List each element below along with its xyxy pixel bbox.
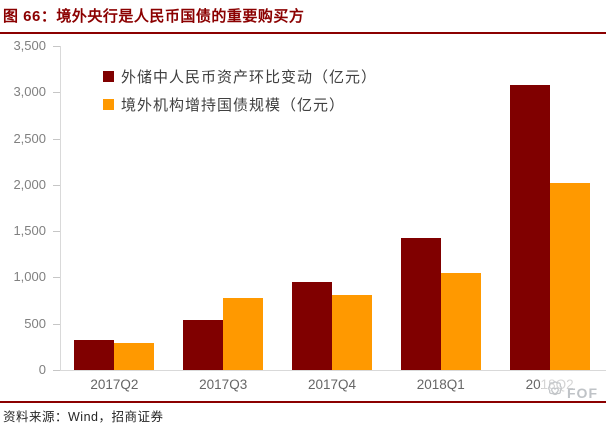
- series2-swatch-icon: [103, 98, 114, 110]
- x-axis-label: 2018Q1: [416, 377, 465, 392]
- y-tick: [53, 92, 60, 94]
- figure-title: 图 66：境外央行是人民币国债的重要购买方: [3, 8, 305, 25]
- x-axis-line: [60, 370, 606, 371]
- bar-2018Q2-series1: [509, 84, 550, 370]
- series2-label: 境外机构增持国债规模（亿元）: [121, 96, 346, 114]
- bar-2017Q3-series2: [223, 298, 264, 370]
- y-tick: [53, 323, 60, 325]
- fof-watermark: FOF: [542, 379, 600, 401]
- bar-2017Q3-series1: [183, 320, 224, 370]
- bar-2017Q4-series2: [332, 295, 372, 370]
- y-tick-label: 0: [38, 362, 46, 377]
- bar-2017Q4-series1: [292, 282, 332, 370]
- y-tick: [53, 277, 60, 279]
- y-tick-label: 500: [24, 315, 46, 331]
- y-tick-label: 2,000: [13, 176, 46, 192]
- bar-2017Q2-series2: [114, 343, 155, 370]
- x-axis-label: 2017Q2: [90, 377, 139, 392]
- y-tick-label: 1,500: [13, 223, 46, 239]
- y-tick: [53, 370, 60, 371]
- y-tick-label: 2,500: [13, 130, 46, 146]
- bar-chart: 外储中人民币资产环比变动（亿元） 境外机构增持国债规模（亿元） 0 500 1,00…: [0, 36, 606, 396]
- y-tick: [53, 46, 60, 47]
- x-axis-label: 2017Q3: [199, 377, 248, 392]
- series1-swatch-icon: [103, 70, 114, 82]
- legend-item-series2: 境外机构增持国债规模（亿元）: [103, 90, 377, 118]
- y-tick-label: 1,000: [13, 269, 46, 285]
- y-tick: [53, 231, 60, 233]
- source-note: 资料来源：Wind，招商证券: [3, 410, 164, 424]
- series1-label: 外储中人民币资产环比变动（亿元）: [121, 68, 378, 86]
- legend-item-series1: 外储中人民币资产环比变动（亿元）: [103, 62, 377, 90]
- bar-2018Q1-series2: [440, 272, 481, 370]
- bar-2018Q1-series1: [400, 238, 441, 370]
- y-tick-label: 3,500: [13, 38, 46, 53]
- footer-divider: [0, 401, 606, 403]
- y-tick: [53, 184, 60, 186]
- bar-2017Q2-series1: [74, 340, 115, 370]
- y-tick: [53, 138, 60, 140]
- fof-watermark-label: FOF: [567, 385, 598, 401]
- y-tick-label: 3,000: [13, 84, 46, 100]
- title-divider: [0, 32, 606, 34]
- flower-logo-icon: [548, 381, 562, 396]
- x-axis-label: 2017Q4: [307, 377, 357, 392]
- bar-2018Q2-series2: [549, 183, 590, 370]
- y-axis-line: [60, 46, 61, 370]
- legend: 外储中人民币资产环比变动（亿元） 境外机构增持国债规模（亿元）: [103, 62, 377, 118]
